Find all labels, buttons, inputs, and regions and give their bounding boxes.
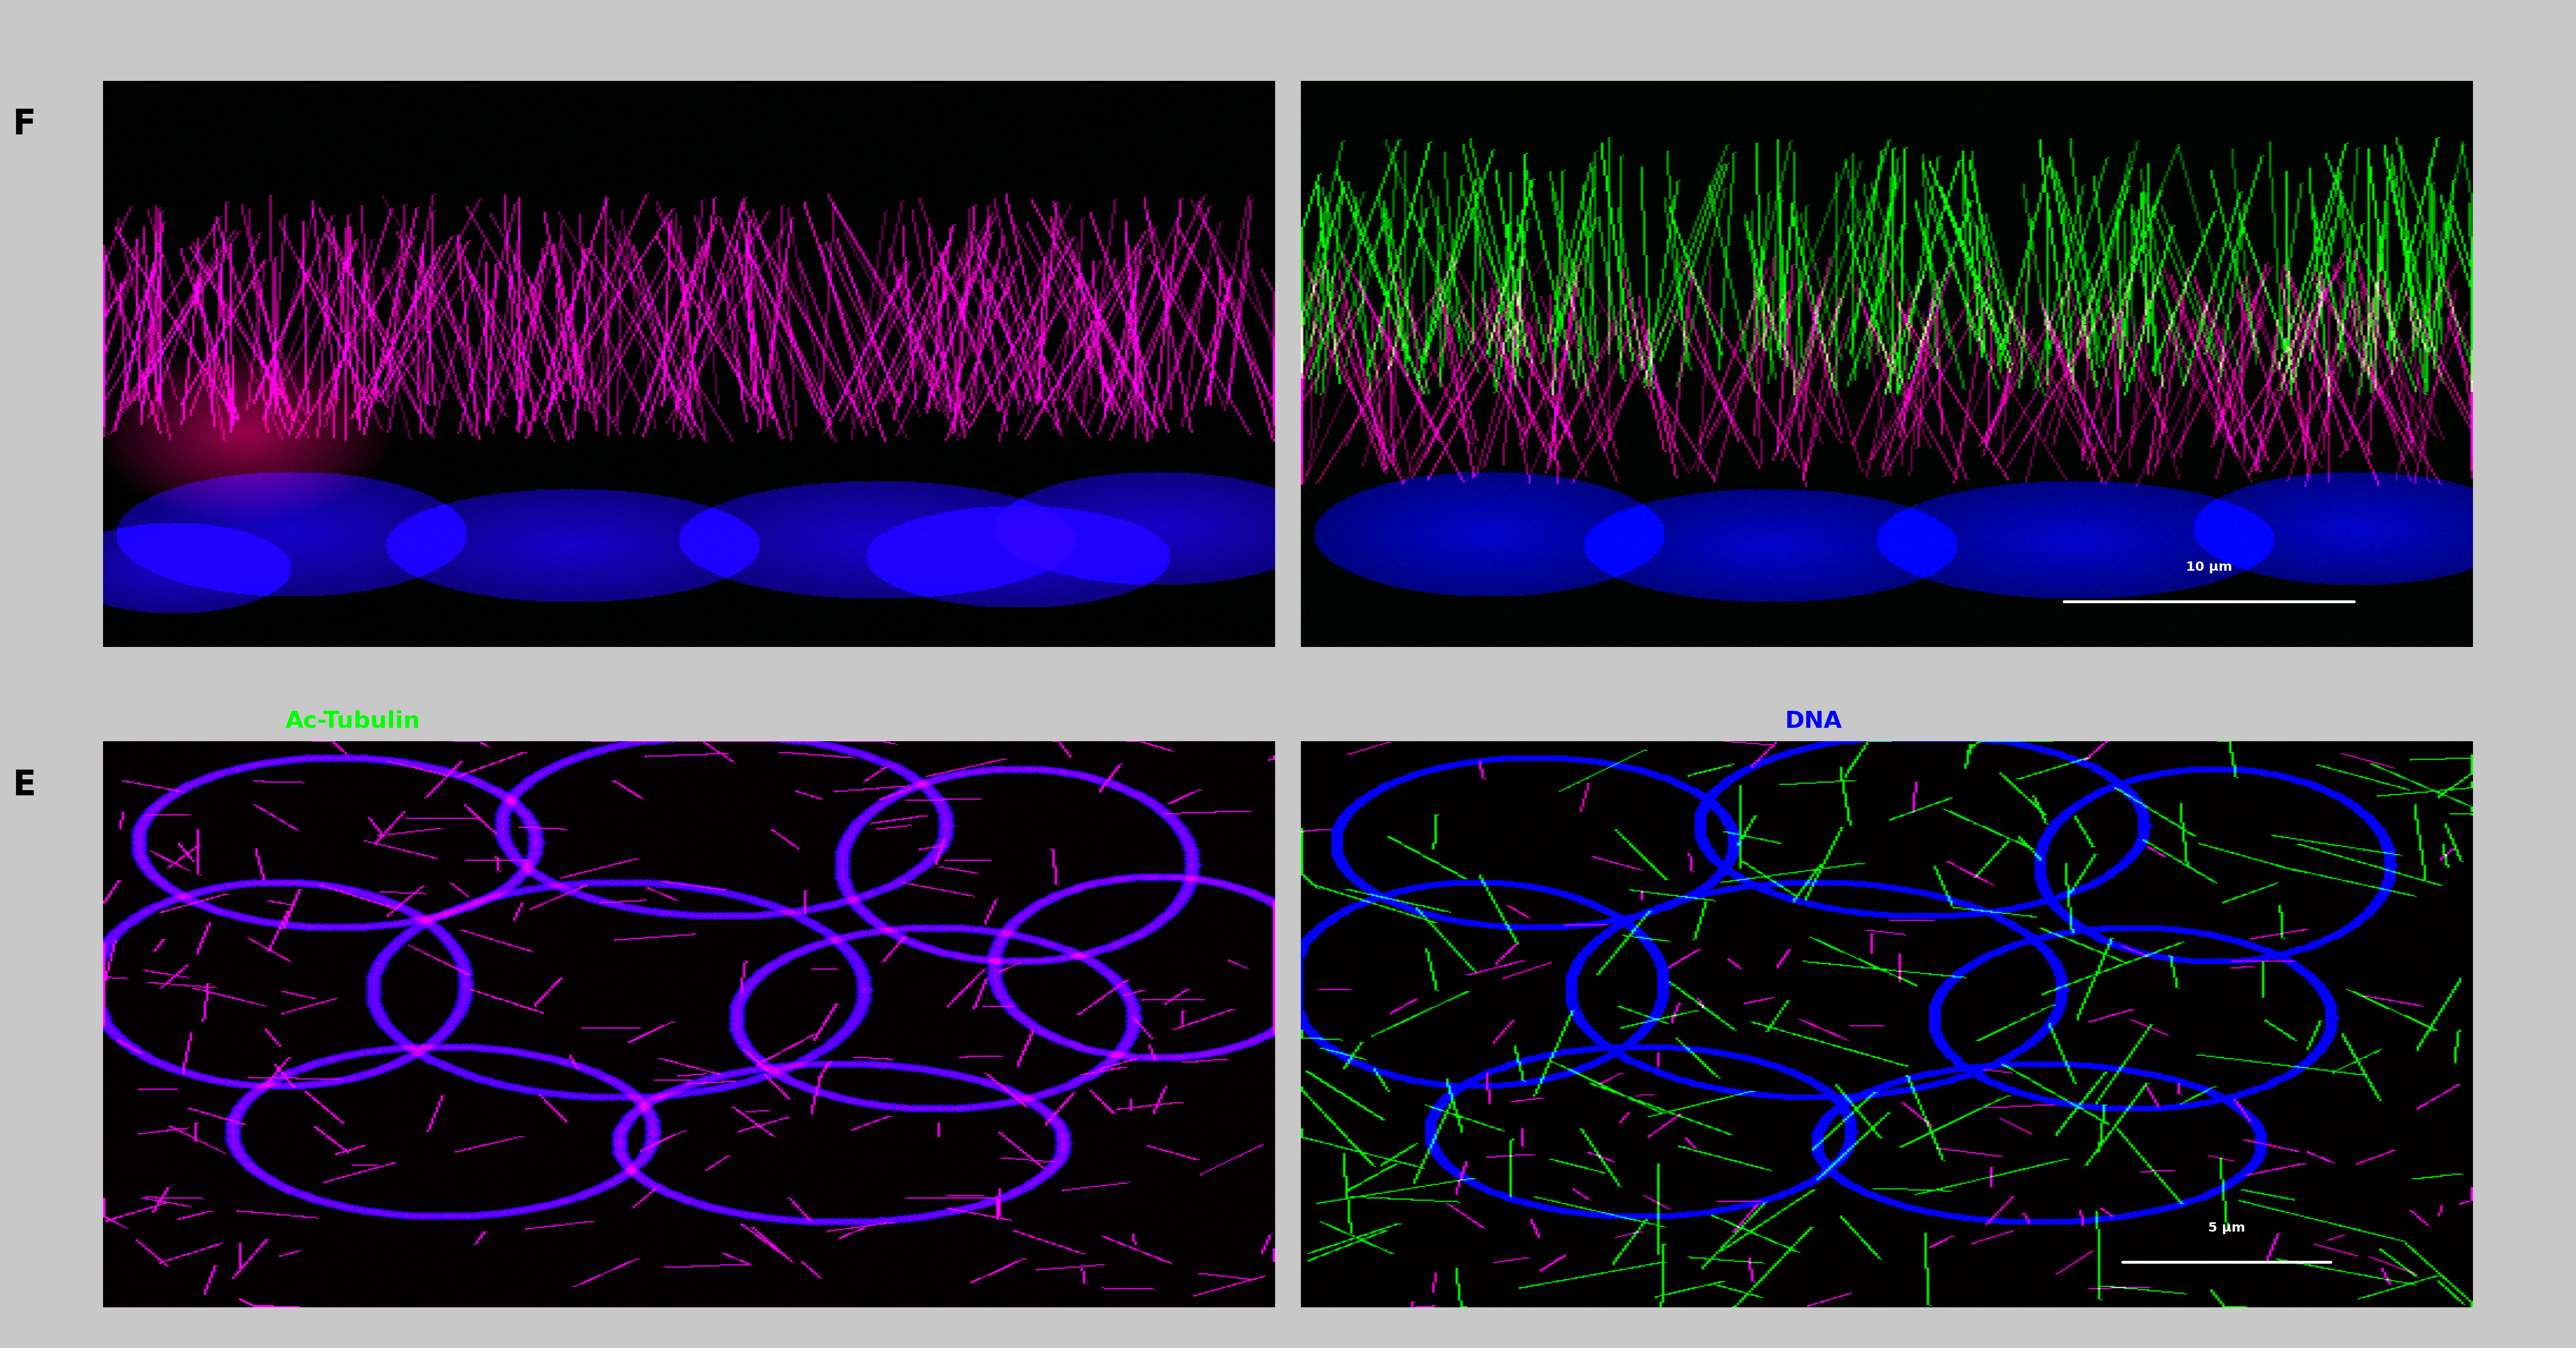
Text: E: E (13, 768, 36, 802)
Text: F: F (13, 108, 36, 142)
Text: 10 μm: 10 μm (2187, 561, 2233, 573)
Text: 5 μm: 5 μm (2208, 1221, 2246, 1233)
Text: Ac-Tubulin: Ac-Tubulin (286, 710, 420, 732)
Text: DNA: DNA (1785, 710, 1842, 732)
